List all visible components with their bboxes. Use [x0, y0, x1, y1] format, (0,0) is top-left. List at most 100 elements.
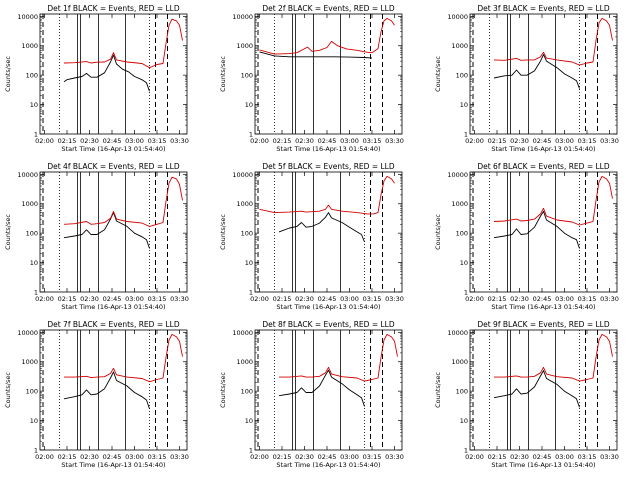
y-tick-label: 1000	[21, 200, 38, 208]
y-tick-label: 1	[464, 447, 468, 455]
events-series-line	[63, 54, 150, 92]
x-tick-label: 02:00	[465, 295, 484, 303]
x-tick-label: 02:45	[318, 137, 337, 145]
x-tick-label: 02:45	[533, 295, 552, 303]
plot-frame	[39, 171, 188, 293]
x-tick-label: 02:15	[273, 295, 292, 303]
y-tick-label: 10	[460, 101, 468, 109]
y-tick-label: 10	[245, 417, 253, 425]
events-series-line	[493, 370, 580, 408]
panel-title: Det 2f BLACK = Events, RED = LLD	[262, 4, 395, 13]
y-tick-label: 10000	[447, 171, 468, 179]
x-tick-label: 03:15	[578, 295, 597, 303]
y-tick-label: 100	[241, 230, 253, 238]
x-tick-label: 03:15	[363, 137, 382, 145]
x-tick-label: 03:00	[555, 137, 574, 145]
y-tick-label: 100	[26, 388, 38, 396]
x-tick-label: 03:30	[600, 453, 619, 461]
x-tick-label: 02:15	[58, 137, 77, 145]
x-tick-label: 02:15	[488, 295, 507, 303]
x-tick-label: 02:30	[80, 453, 99, 461]
lld-series-line	[493, 17, 613, 66]
y-axis-label: Counts/sec	[434, 372, 442, 408]
y-tick-label: 10000	[17, 171, 38, 179]
panel-7: Det 7f BLACK = Events, RED = LLD 1 10 100 10…	[4, 320, 189, 469]
x-axis-label: Start Time (16-Apr-13 01:54:40)	[491, 461, 595, 469]
x-tick-label: 02:00	[35, 295, 54, 303]
panel-title: Det 5f BLACK = Events, RED = LLD	[262, 162, 395, 171]
events-series-line	[63, 371, 150, 410]
x-tick-label: 03:00	[340, 137, 359, 145]
panel-title: Det 6f BLACK = Events, RED = LLD	[477, 162, 610, 171]
lld-series-line	[63, 176, 183, 227]
x-tick-label: 02:15	[488, 137, 507, 145]
y-tick-label: 10000	[17, 329, 38, 337]
plot-frame	[254, 13, 403, 135]
x-axis-label: Start Time (16-Apr-13 01:54:40)	[61, 145, 165, 153]
x-tick-label: 02:30	[80, 295, 99, 303]
x-tick-label: 03:15	[148, 137, 167, 145]
x-axis-label: Start Time (16-Apr-13 01:54:40)	[491, 145, 595, 153]
x-tick-label: 02:30	[80, 137, 99, 145]
x-axis-label: Start Time (16-Apr-13 01:54:40)	[61, 303, 165, 311]
y-tick-label: 10000	[232, 329, 253, 337]
x-tick-label: 03:30	[170, 137, 189, 145]
y-tick-label: 1	[249, 447, 253, 455]
y-tick-label: 10	[460, 417, 468, 425]
x-tick-label: 03:00	[340, 295, 359, 303]
x-tick-label: 02:45	[103, 137, 122, 145]
x-tick-label: 03:00	[555, 453, 574, 461]
plot-frame	[39, 329, 188, 451]
plot-frame	[469, 329, 618, 451]
x-tick-label: 03:30	[385, 295, 404, 303]
panel-6: Det 6f BLACK = Events, RED = LLD 1 10 100 10…	[434, 162, 619, 311]
events-series-line	[493, 210, 580, 249]
y-tick-label: 1	[34, 289, 38, 297]
y-tick-label: 10	[245, 101, 253, 109]
y-tick-label: 10	[245, 259, 253, 267]
lld-series-line	[63, 18, 183, 69]
y-tick-label: 1	[464, 289, 468, 297]
lld-series-line	[259, 175, 395, 215]
lld-series-line	[64, 333, 183, 383]
y-tick-label: 10	[460, 259, 468, 267]
x-tick-label: 02:30	[510, 137, 529, 145]
y-tick-label: 1000	[236, 42, 253, 50]
x-tick-label: 02:00	[250, 453, 269, 461]
y-tick-label: 10000	[447, 13, 468, 21]
plot-frame	[254, 329, 403, 451]
events-series-line	[278, 212, 365, 243]
y-tick-label: 1000	[21, 358, 38, 366]
x-axis-label: Start Time (16-Apr-13 01:54:40)	[61, 461, 165, 469]
panel-title: Det 7f BLACK = Events, RED = LLD	[47, 320, 180, 329]
y-tick-label: 100	[456, 72, 468, 80]
y-tick-label: 10000	[447, 329, 468, 337]
x-tick-label: 02:00	[35, 453, 54, 461]
y-tick-label: 1000	[451, 200, 468, 208]
x-tick-label: 02:00	[465, 453, 484, 461]
events-series-line	[63, 212, 150, 249]
x-tick-label: 02:30	[295, 295, 314, 303]
events-series-line	[278, 369, 365, 407]
x-tick-label: 02:45	[533, 137, 552, 145]
x-tick-label: 02:00	[250, 295, 269, 303]
y-tick-label: 100	[241, 72, 253, 80]
y-axis-label: Counts/sec	[434, 56, 442, 92]
y-tick-label: 1000	[451, 358, 468, 366]
y-tick-label: 1000	[236, 358, 253, 366]
x-tick-label: 03:30	[170, 453, 189, 461]
x-tick-label: 02:45	[533, 453, 552, 461]
x-tick-label: 03:30	[385, 137, 404, 145]
y-tick-label: 100	[456, 230, 468, 238]
x-tick-label: 03:00	[555, 295, 574, 303]
x-tick-label: 02:45	[103, 295, 122, 303]
x-tick-label: 03:00	[125, 295, 144, 303]
y-axis-label: Counts/sec	[219, 214, 227, 250]
panel-title: Det 8f BLACK = Events, RED = LLD	[262, 320, 395, 329]
y-tick-label: 1	[249, 289, 253, 297]
x-tick-label: 02:15	[58, 453, 77, 461]
x-tick-label: 02:45	[318, 295, 337, 303]
panel-8: Det 8f BLACK = Events, RED = LLD 1 10 100 10…	[219, 320, 404, 469]
plot-frame	[39, 13, 188, 135]
x-tick-label: 03:30	[600, 137, 619, 145]
